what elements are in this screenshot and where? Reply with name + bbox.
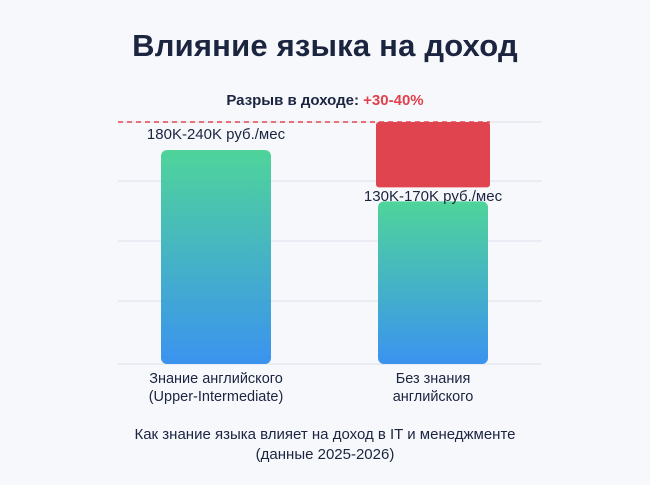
gap-value: +30-40%: [363, 92, 424, 109]
data-label-2: 130K-170K руб./мес: [364, 188, 503, 205]
category-label-1-line-2: (Upper-Intermediate): [149, 389, 284, 405]
gap-subtitle: Разрыв в доходе: +30-40%: [0, 92, 650, 109]
caption-line-2: (данные 2025-2026): [255, 446, 395, 463]
gap-bar: [376, 122, 490, 188]
category-label-2-line-2: английского: [393, 389, 474, 405]
labels: 180K-240K руб./мес 130K-170K руб./мес Знан…: [147, 126, 503, 405]
category-label-1-line-1: Знание английского: [149, 371, 283, 387]
data-label-1: 180K-240K руб./мес: [147, 126, 286, 143]
chart-title: Влияние языка на доход: [132, 28, 518, 63]
bars: [118, 121, 490, 364]
bar-1: [161, 150, 271, 364]
gap-label: Разрыв в доходе:: [226, 92, 364, 109]
category-label-2-line-1: Без знания: [396, 371, 471, 387]
bar-2: [378, 201, 488, 364]
chart-caption: Как знание языка влияет на доход в IT и …: [0, 425, 650, 465]
caption-line-1: Как знание языка влияет на доход в IT и …: [134, 426, 516, 443]
